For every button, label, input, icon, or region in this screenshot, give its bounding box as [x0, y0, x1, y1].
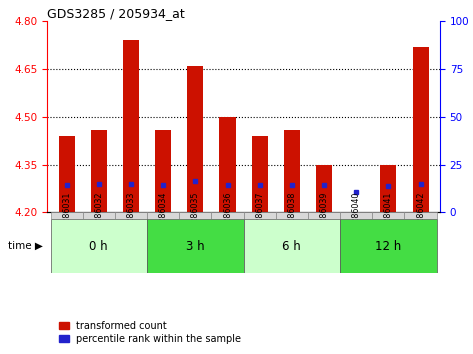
Text: 0 h: 0 h — [89, 240, 108, 252]
Text: GSM286034: GSM286034 — [158, 192, 167, 240]
Text: GSM286036: GSM286036 — [223, 192, 232, 240]
Bar — [147, 212, 179, 219]
Bar — [91, 130, 107, 212]
Bar — [372, 212, 404, 219]
Text: GSM286031: GSM286031 — [62, 192, 71, 240]
Text: 3 h: 3 h — [186, 240, 205, 252]
Bar — [412, 47, 429, 212]
Text: GDS3285 / 205934_at: GDS3285 / 205934_at — [47, 7, 185, 20]
Bar — [284, 130, 300, 212]
Text: GSM286039: GSM286039 — [320, 192, 329, 240]
Text: 12 h: 12 h — [375, 240, 402, 252]
Bar — [187, 66, 203, 212]
Bar — [316, 165, 332, 212]
Bar — [51, 219, 147, 273]
Text: 6 h: 6 h — [282, 240, 301, 252]
Text: GSM286033: GSM286033 — [126, 192, 135, 240]
Bar — [308, 212, 340, 219]
Bar — [276, 212, 308, 219]
Bar — [244, 212, 276, 219]
Text: GSM286038: GSM286038 — [288, 192, 297, 240]
Text: GSM286035: GSM286035 — [191, 192, 200, 240]
Bar — [219, 117, 236, 212]
Text: GSM286040: GSM286040 — [352, 192, 361, 240]
Bar — [252, 136, 268, 212]
Bar — [340, 219, 437, 273]
Bar — [155, 130, 171, 212]
Text: time ▶: time ▶ — [8, 241, 43, 251]
Bar — [244, 219, 340, 273]
Bar — [211, 212, 244, 219]
Text: GSM286042: GSM286042 — [416, 192, 425, 240]
Bar — [380, 165, 396, 212]
Bar — [340, 212, 372, 219]
Bar — [404, 212, 437, 219]
Bar — [115, 212, 147, 219]
Text: GSM286032: GSM286032 — [94, 192, 103, 240]
Bar — [83, 212, 115, 219]
Bar — [51, 212, 83, 219]
Text: GSM286041: GSM286041 — [384, 192, 393, 240]
Bar — [147, 219, 244, 273]
Bar — [59, 136, 75, 212]
Legend: transformed count, percentile rank within the sample: transformed count, percentile rank withi… — [57, 319, 243, 346]
Text: GSM286037: GSM286037 — [255, 192, 264, 240]
Bar — [123, 40, 139, 212]
Bar — [179, 212, 211, 219]
